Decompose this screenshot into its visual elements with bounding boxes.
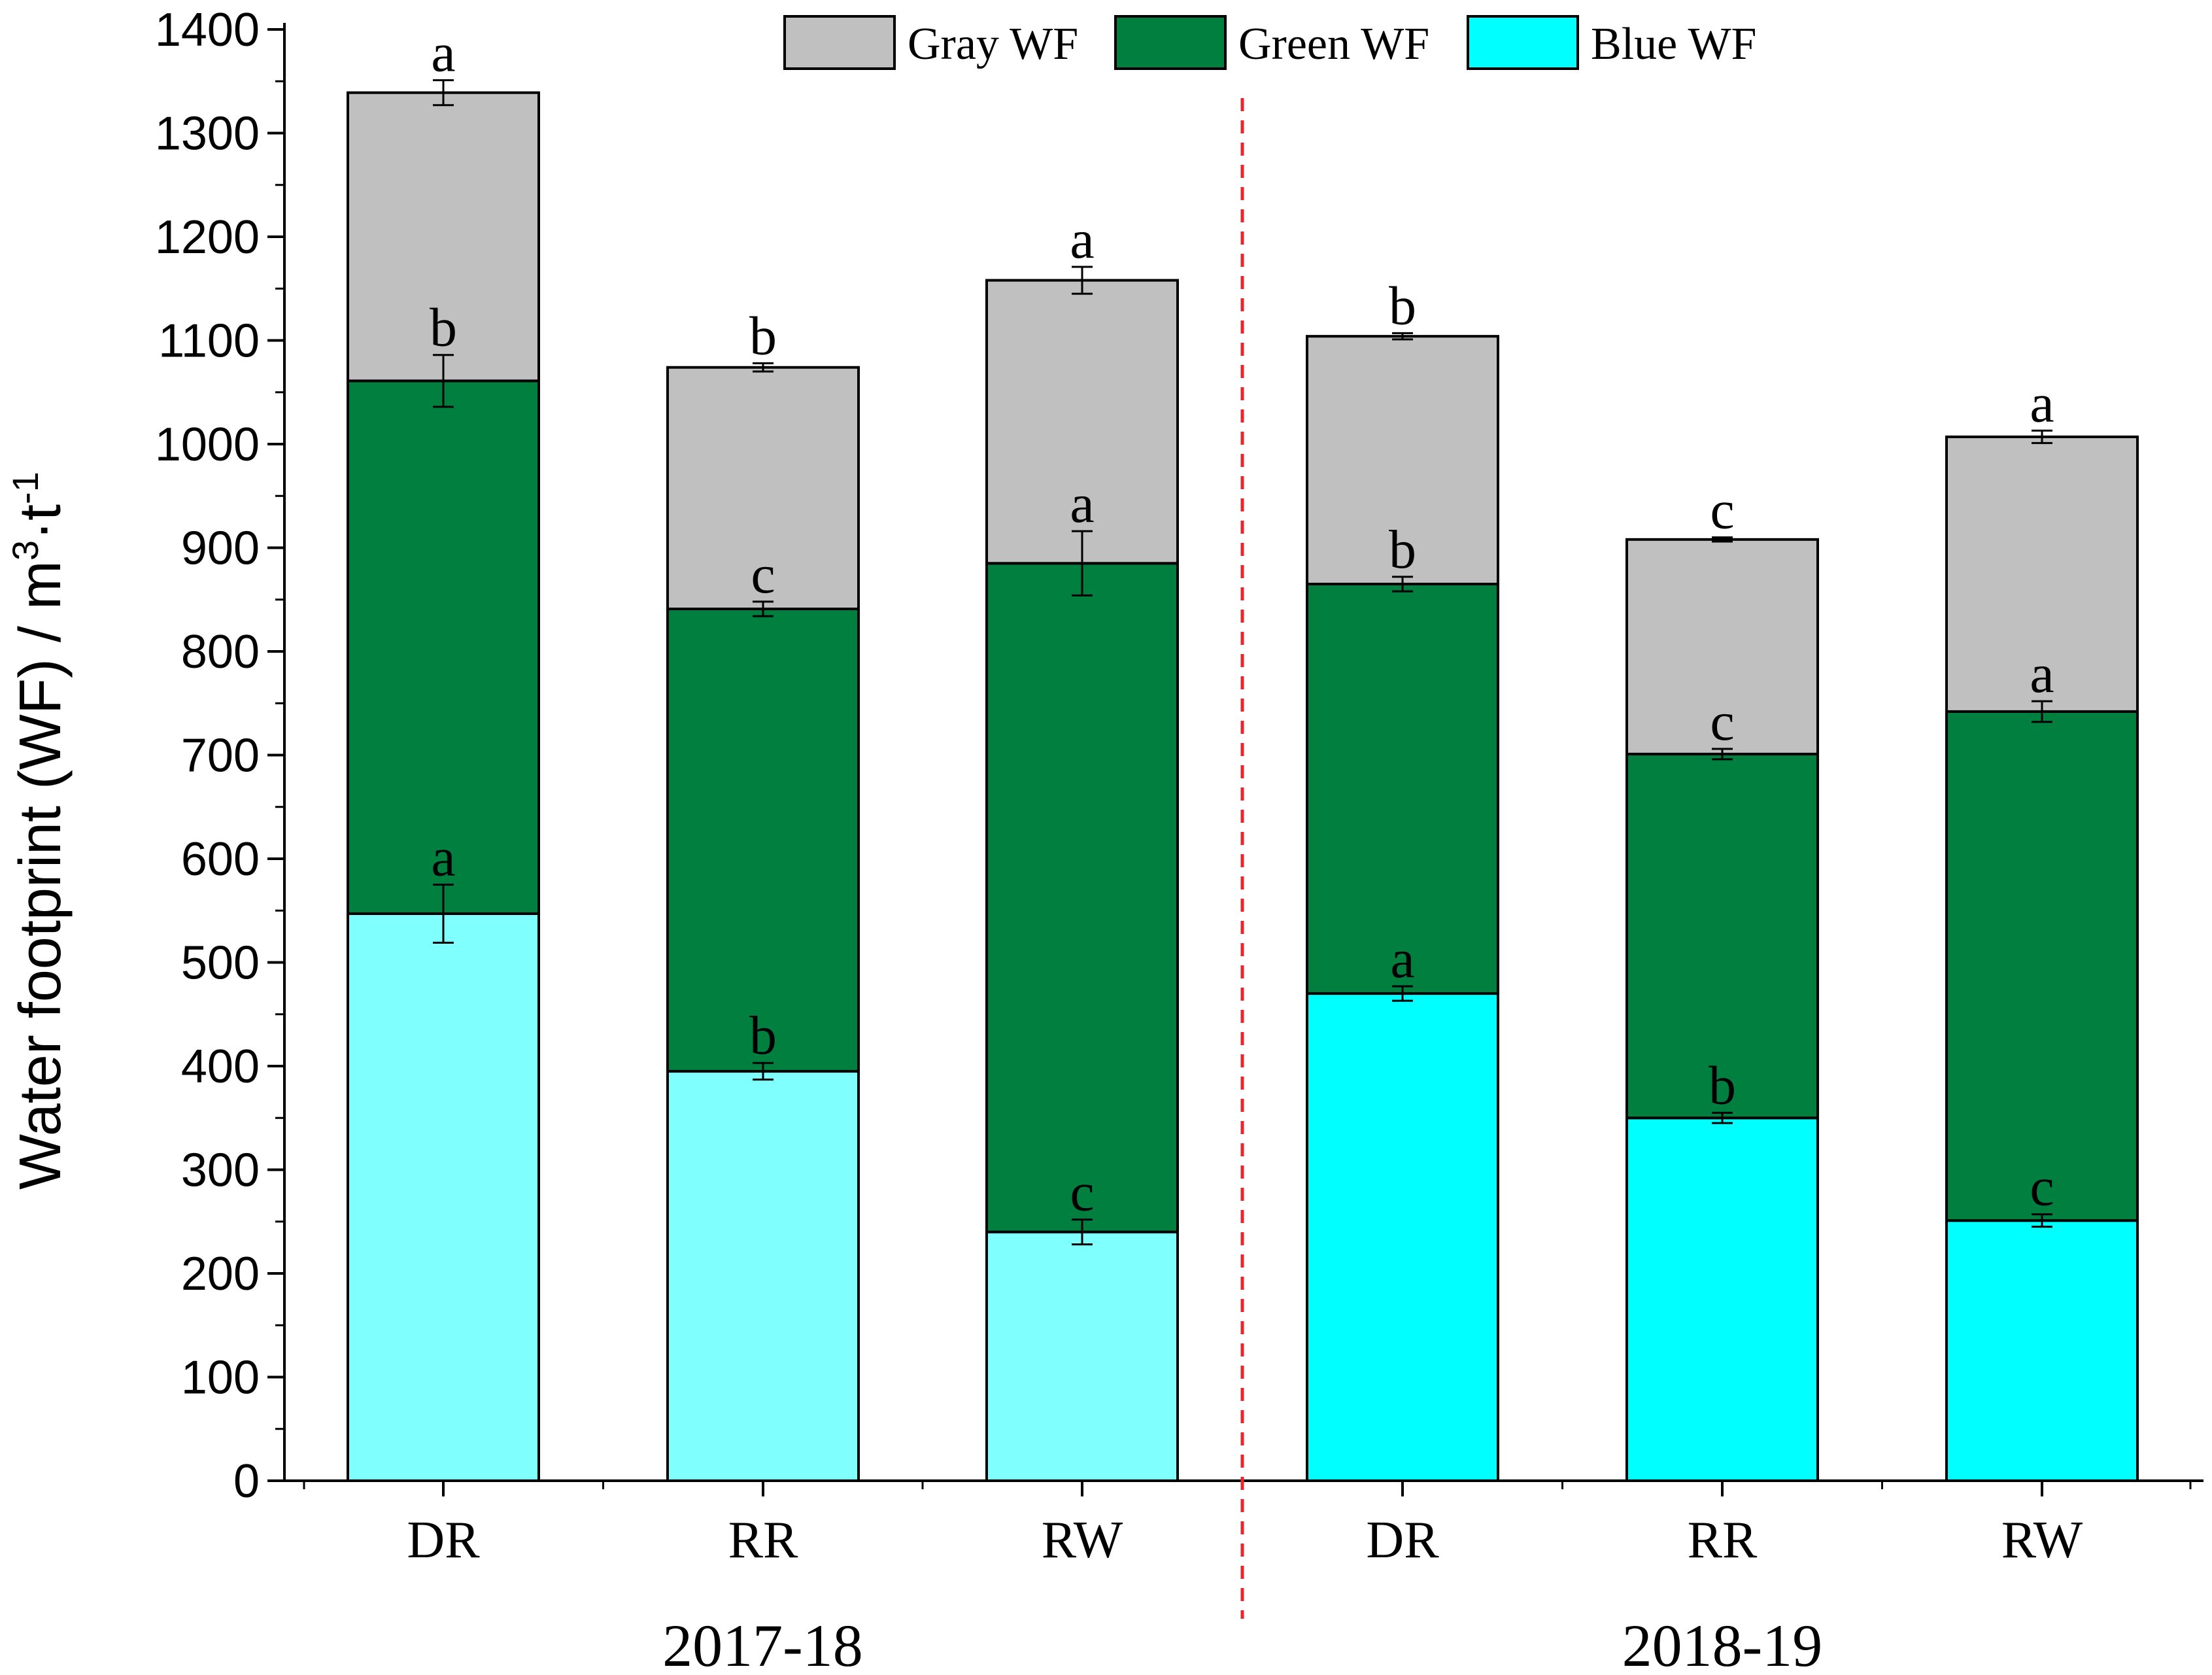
- significance-letter: c: [1710, 691, 1734, 752]
- significance-letter: c: [1070, 1162, 1094, 1223]
- legend-label-blue-wf: Blue WF: [1591, 19, 1756, 69]
- x-tick-label: DR: [1366, 1511, 1439, 1569]
- bar-blue-wf-6: [1945, 1219, 2139, 1483]
- bar-blue-wf-3: [985, 1230, 1179, 1482]
- bar-gray-wf-2: [666, 366, 860, 611]
- y-tick-label: 400: [181, 1041, 260, 1093]
- bar-green-wf-4: [1306, 582, 1499, 995]
- significance-letter: a: [2030, 644, 2054, 704]
- significance-letter: b: [430, 298, 457, 358]
- y-tick-label: 1200: [155, 211, 260, 264]
- x-tick-label: RR: [1688, 1511, 1758, 1569]
- legend-swatch-gray-wf: [783, 15, 896, 70]
- significance-letter: a: [431, 23, 455, 84]
- significance-letter: b: [1389, 275, 1416, 336]
- y-tick-label: 1400: [155, 4, 260, 56]
- significance-letter: b: [1389, 519, 1416, 580]
- y-tick-label: 300: [181, 1145, 260, 1197]
- legend-swatch-green-wf: [1114, 15, 1227, 70]
- x-tick-label: RW: [2001, 1511, 2083, 1569]
- significance-letter: a: [1390, 929, 1414, 990]
- significance-letter: b: [749, 305, 777, 366]
- y-tick-label: 200: [181, 1248, 260, 1300]
- group-label: 2018-19: [1622, 1612, 1823, 1675]
- significance-letter: a: [431, 827, 455, 888]
- x-tick-label: DR: [407, 1511, 480, 1569]
- y-tick-label: 0: [233, 1455, 260, 1508]
- y-axis-label-sup1: 3: [5, 540, 46, 561]
- bar-gray-wf-6: [1945, 435, 2139, 713]
- legend: Gray WF Green WF Blue WF: [783, 15, 1756, 70]
- x-tick-label: RR: [728, 1511, 798, 1569]
- significance-letter: c: [751, 544, 775, 605]
- significance-letter: b: [749, 1005, 777, 1066]
- bar-blue-wf-4: [1306, 992, 1499, 1483]
- y-axis-label-mid: ·t: [8, 504, 73, 540]
- y-tick-label: 500: [181, 937, 260, 990]
- bar-blue-wf-1: [347, 912, 540, 1482]
- y-tick-label: 1300: [155, 108, 260, 160]
- error-bars: [433, 79, 2052, 1246]
- x-tick-label: RW: [1042, 1511, 1123, 1569]
- bar-gray-wf-4: [1306, 335, 1499, 585]
- y-tick-label: 600: [181, 833, 260, 886]
- y-tick-label: 1000: [155, 419, 260, 471]
- significance-letter: c: [2030, 1157, 2054, 1218]
- significance-letter: a: [1070, 209, 1094, 270]
- bar-green-wf-6: [1945, 710, 2139, 1222]
- y-axis-label: Water footprint (WF) / m3·t-1: [5, 472, 73, 1190]
- significance-letter: a: [1070, 474, 1094, 534]
- bar-green-wf-2: [666, 608, 860, 1073]
- y-axis-label-main: Water footprint (WF) / m: [8, 561, 73, 1190]
- legend-label-gray-wf: Gray WF: [908, 19, 1078, 69]
- legend-label-green-wf: Green WF: [1238, 19, 1429, 69]
- bar-green-wf-1: [347, 379, 540, 916]
- y-tick-label: 900: [181, 523, 260, 575]
- y-tick-label: 100: [181, 1352, 260, 1404]
- bars: [347, 91, 2139, 1483]
- y-tick-label: 700: [181, 730, 260, 782]
- significance-letter: c: [1710, 480, 1734, 541]
- group-label: 2017-18: [662, 1612, 863, 1675]
- y-tick-label: 1100: [158, 315, 260, 368]
- y-axis-label-sup2: -1: [5, 472, 46, 504]
- legend-swatch-blue-wf: [1467, 15, 1579, 70]
- bar-blue-wf-5: [1625, 1116, 1819, 1482]
- significance-letter: a: [2030, 373, 2054, 434]
- y-tick-label: 800: [181, 626, 260, 678]
- significance-letter: b: [1709, 1055, 1736, 1116]
- bar-blue-wf-2: [666, 1069, 860, 1483]
- bar-green-wf-3: [985, 562, 1179, 1234]
- axes: 0 100 200 300 400 500 600 700 800 900 1000 1100 1200…: [155, 4, 2203, 1675]
- significance-letters: a b a b c b c a a a b b b c c c a a: [430, 23, 2054, 1223]
- bar-gray-wf-5: [1625, 538, 1819, 755]
